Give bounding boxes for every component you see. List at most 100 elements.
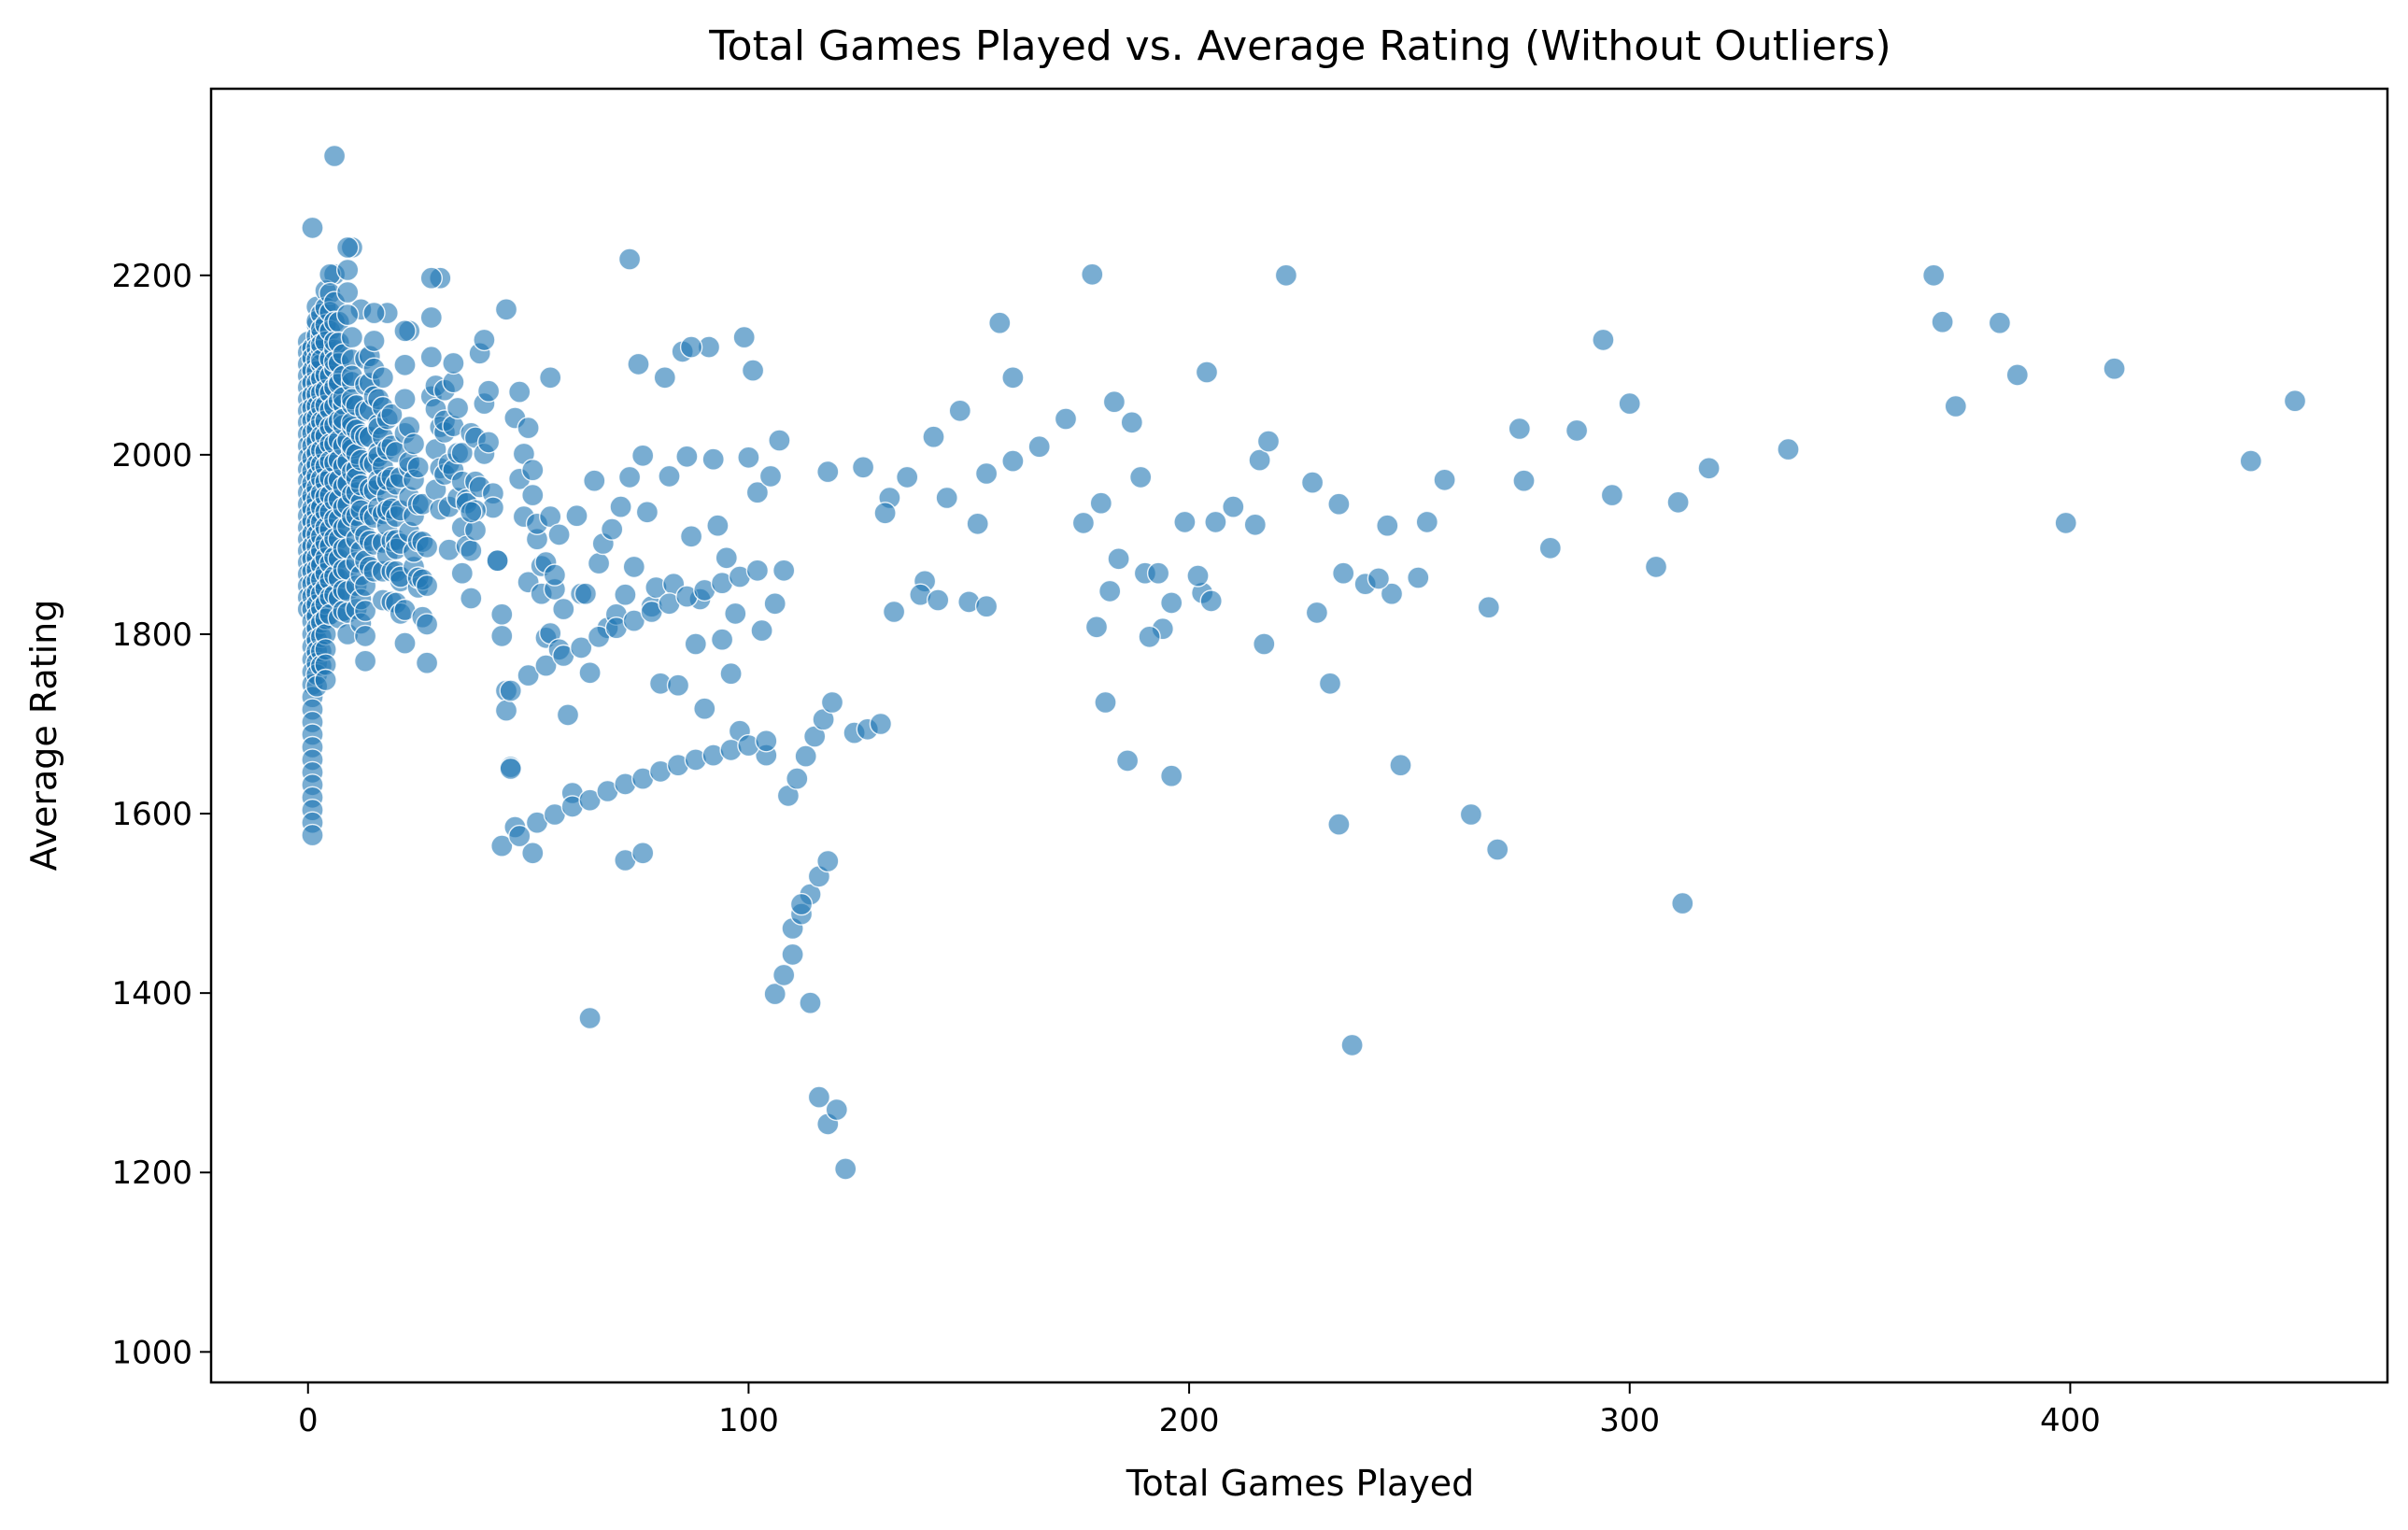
data-point — [988, 311, 1012, 334]
x-axis: 0 100 200 300 400 — [298, 1382, 2101, 1439]
x-tick-label: 200 — [1159, 1402, 1220, 1439]
data-point — [552, 597, 575, 621]
data-point — [2103, 357, 2126, 380]
data-point — [336, 258, 360, 282]
data-point — [732, 325, 756, 349]
data-point — [763, 982, 786, 1006]
data-point — [490, 624, 514, 648]
data-point — [609, 495, 632, 518]
data-point — [896, 465, 919, 489]
data-point — [1089, 491, 1113, 515]
data-point — [570, 636, 593, 659]
data-point — [1407, 566, 1430, 589]
data-point — [772, 559, 796, 582]
data-point — [499, 679, 522, 702]
data-point — [1376, 514, 1399, 537]
data-point — [1367, 567, 1391, 590]
data-point — [446, 396, 470, 420]
data-point — [362, 301, 386, 325]
data-point — [601, 517, 624, 541]
data-point — [1001, 366, 1025, 390]
x-axis-label: Total Games Played — [1126, 1463, 1475, 1504]
data-point — [301, 823, 324, 847]
data-point — [1644, 555, 1668, 579]
x-tick-label: 300 — [1599, 1402, 1660, 1439]
data-point — [314, 668, 337, 692]
data-point — [851, 456, 875, 479]
data-point — [521, 483, 545, 507]
data-point — [336, 303, 360, 327]
data-point — [882, 600, 906, 624]
data-point — [1115, 749, 1140, 772]
data-point — [1253, 632, 1276, 656]
data-point — [1107, 547, 1130, 571]
data-point — [415, 535, 439, 559]
data-point — [578, 661, 602, 685]
data-point — [1081, 262, 1104, 286]
data-point — [1138, 625, 1161, 648]
data-point — [565, 504, 588, 528]
data-point — [750, 618, 773, 643]
data-point — [737, 446, 760, 469]
data-point — [617, 248, 642, 271]
data-point — [834, 1157, 857, 1181]
data-point — [666, 673, 690, 697]
data-point — [1565, 418, 1589, 443]
scatter-points — [296, 144, 2307, 1181]
data-point — [1071, 511, 1096, 535]
y-tick-label: 2000 — [111, 437, 192, 475]
data-point — [521, 459, 545, 482]
data-point — [1300, 471, 1324, 494]
data-point — [460, 539, 483, 562]
data-point — [710, 628, 734, 651]
data-point — [1274, 263, 1298, 287]
data-point — [1671, 891, 1694, 915]
data-point — [1618, 391, 1641, 416]
data-point — [353, 624, 377, 648]
data-point — [486, 549, 509, 573]
data-point — [450, 561, 474, 585]
data-point — [974, 595, 999, 618]
data-point — [693, 697, 716, 720]
data-point — [715, 546, 738, 570]
data-point — [508, 824, 531, 848]
data-point — [935, 486, 958, 510]
data-point — [1001, 449, 1025, 473]
plot-frame — [209, 87, 2389, 1384]
data-point — [1318, 672, 1342, 695]
data-point — [419, 346, 443, 369]
data-point — [499, 757, 522, 781]
data-point — [1204, 510, 1227, 534]
data-point — [415, 651, 439, 674]
data-point — [419, 305, 443, 330]
data-point — [1120, 411, 1144, 434]
data-point — [543, 563, 567, 587]
x-tick-label: 100 — [718, 1402, 779, 1439]
y-tick-label: 1800 — [111, 616, 192, 654]
data-point — [1944, 394, 1968, 418]
data-point — [1415, 510, 1439, 534]
data-point — [380, 403, 404, 426]
data-point — [1697, 457, 1721, 480]
data-point — [1988, 311, 2012, 334]
data-point — [402, 432, 426, 456]
data-point — [1248, 448, 1271, 472]
y-tick-label: 1600 — [111, 796, 192, 833]
data-point — [1777, 437, 1800, 461]
data-point — [825, 1098, 848, 1122]
data-point — [406, 456, 430, 479]
data-point — [336, 235, 360, 260]
data-point — [658, 464, 681, 489]
data-point — [706, 514, 729, 537]
data-point — [1380, 582, 1404, 605]
data-point — [460, 501, 483, 524]
data-point — [473, 328, 496, 352]
data-point — [816, 849, 840, 873]
data-point — [799, 991, 822, 1014]
data-point — [2054, 511, 2077, 535]
data-point — [336, 280, 360, 305]
data-point — [869, 712, 893, 736]
data-point — [494, 699, 518, 722]
data-point — [1243, 513, 1268, 536]
y-tick-label: 1200 — [111, 1155, 192, 1192]
